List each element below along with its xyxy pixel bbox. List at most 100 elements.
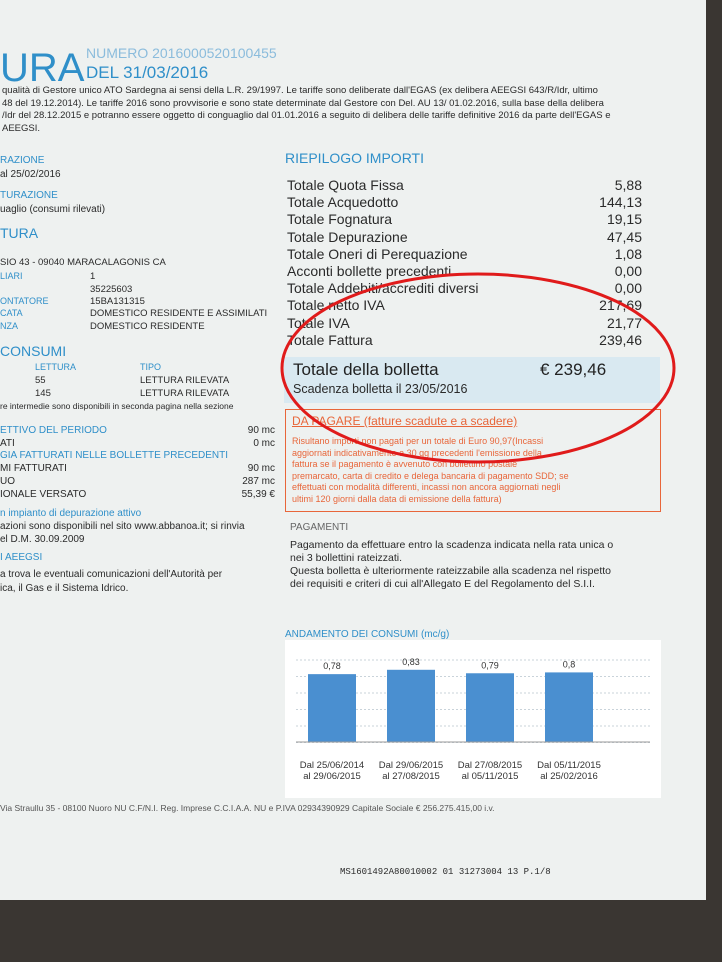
left-text: ATI (0, 438, 15, 449)
summary-amount: 47,45 (606, 228, 642, 245)
left-text: TURAZIONE (0, 190, 58, 201)
left-text: al 25/02/2016 (0, 169, 61, 180)
intro-line: qualità di Gestore unico ATO Sardegna ai… (2, 85, 598, 96)
summary-amount: 144,13 (599, 194, 642, 211)
summary-label: Acconti bollette precedenti (287, 263, 452, 279)
left-text: CONSUMI (0, 343, 67, 359)
summary-amount: 1,08 (614, 245, 642, 262)
intro-line: /Idr del 28.12.2015 e potranno essere og… (2, 110, 611, 121)
bar (387, 669, 435, 742)
summary-label: Totale Quota Fissa (287, 177, 404, 193)
summary-amount: 0,00 (614, 280, 642, 297)
left-text: SIO 43 - 09040 MARACALAGONIS CA (0, 257, 166, 268)
left-text: 145 (35, 388, 51, 399)
left-text: 90 mc (247, 463, 275, 474)
x-tick-label: Dal 27/08/2015 (458, 760, 522, 771)
bar (545, 672, 593, 742)
left-text: azioni sono disponibili nel sito www.abb… (0, 521, 245, 532)
left-text: NZA (0, 321, 18, 331)
payments-line: nei 3 bollettini rateizzati. (290, 552, 403, 564)
left-text: I AEEGSI (0, 552, 43, 563)
intro-line: AEEGSI. (2, 122, 41, 134)
left-text: ica, il Gas e il Sistema Idrico. (0, 583, 129, 594)
left-text: IONALE VERSATO (0, 489, 87, 500)
footer: Via Straullu 35 - 08100 Nuoro NU C.F/N.I… (0, 803, 495, 813)
payments-title: PAGAMENTI (290, 522, 349, 533)
bar (308, 674, 356, 742)
summary-amount: 0,00 (614, 263, 642, 279)
summary-label: Totale Fognatura (287, 211, 393, 228)
summary-label: Totale Depurazione (287, 228, 408, 245)
intro-line: 48 del 19.12.2014). Le tariffe 2016 sono… (2, 97, 604, 109)
bill-number: NUMERO 2016000520100455 (86, 45, 277, 61)
unpaid-line: aggiornati indicativamente a 30 gg prece… (292, 447, 542, 458)
summary-amount: 217,69 (599, 297, 642, 314)
x-tick-label: al 25/02/2016 (540, 771, 598, 782)
left-text: LETTURA (35, 362, 77, 372)
x-tick-label: al 05/11/2015 (462, 771, 519, 782)
left-text: RAZIONE (0, 155, 45, 166)
bar-value-label: 0,83 (402, 657, 420, 667)
summary-amount: 5,88 (614, 177, 642, 193)
left-text: LIARI (0, 271, 23, 281)
left-text: TIPO (140, 362, 162, 372)
left-text: 1 (90, 271, 96, 282)
left-text: UO (0, 476, 15, 487)
left-text: DOMESTICO RESIDENTE E ASSIMILATI (90, 308, 268, 319)
summary-amount: 19,15 (606, 211, 642, 228)
left-text: TURA (0, 225, 39, 241)
bar-value-label: 0,8 (563, 659, 576, 669)
left-text: ONTATORE (0, 296, 49, 306)
x-tick-label: Dal 05/11/2015 (537, 760, 601, 771)
x-tick-label: al 29/06/2015 (303, 771, 361, 782)
left-text: 55 (35, 375, 46, 386)
bill-title: URA (0, 46, 85, 90)
left-text: 35225603 (90, 284, 133, 295)
unpaid-line: premarcato, carta di credito e delega ba… (292, 470, 569, 481)
chart-title: ANDAMENTO DEI CONSUMI (mc/g) (285, 629, 450, 640)
left-text: a trova le eventuali comunicazioni dell'… (0, 569, 223, 580)
left-text: 0 mc (253, 438, 275, 449)
summary-amount: 21,77 (606, 314, 642, 331)
left-text: CATA (0, 308, 23, 318)
left-text: LETTURA RILEVATA (140, 388, 230, 399)
bar (466, 673, 514, 742)
left-text: ETTIVO DEL PERIODO (0, 425, 107, 436)
left-text: 15BA131315 (90, 296, 145, 307)
left-text: 90 mc (247, 425, 275, 436)
doc-code: MS1601492A80010002 01 31273004 13 P.1/8 (340, 867, 551, 877)
summary-title: RIEPILOGO IMPORTI (285, 150, 424, 166)
left-text: LETTURA RILEVATA (140, 375, 230, 386)
summary-label: Totale Fattura (287, 331, 373, 348)
summary-label: Totale Oneri di Perequazione (287, 245, 468, 262)
bar-value-label: 0,79 (481, 660, 499, 670)
payments-line: Pagamento da effettuare entro la scadenz… (290, 539, 614, 551)
bill-date: DEL 31/03/2016 (86, 63, 209, 82)
left-text: 287 mc (242, 476, 275, 487)
payments-line: Questa bolletta è ulteriormente rateizza… (290, 565, 612, 577)
unpaid-line: Risultano importi non pagati per un tota… (292, 436, 544, 446)
summary-amount: 239,46 (599, 331, 642, 348)
bar-value-label: 0,78 (323, 661, 341, 671)
x-tick-label: Dal 29/06/2015 (379, 760, 443, 771)
left-text: GIA FATTURATI NELLE BOLLETTE PRECEDENTI (0, 450, 229, 461)
left-text: MI FATTURATI (0, 463, 67, 474)
x-tick-label: Dal 25/06/2014 (300, 760, 364, 771)
x-tick-label: al 27/08/2015 (382, 771, 440, 782)
left-text: re intermedie sono disponibili in second… (0, 401, 234, 411)
summary-label: Totale Acquedotto (287, 194, 399, 211)
bill-page: URA NUMERO 2016000520100455 DEL 31/03/20… (0, 0, 706, 900)
summary-label: Totale netto IVA (287, 297, 385, 314)
left-text: 55,39 € (241, 489, 275, 500)
left-text: DOMESTICO RESIDENTE (90, 321, 205, 332)
unpaid-line: ultimi 120 giorni dalla data di emission… (292, 494, 502, 504)
summary-label: Totale Addebiti/accrediti diversi (287, 280, 479, 297)
unpaid-line: effettuati con modalità differenti, inca… (292, 482, 561, 493)
payments-line: dei requisiti e criteri di cui all'Alleg… (290, 578, 595, 590)
left-text: uaglio (consumi rilevati) (0, 204, 106, 215)
left-text: n impianto di depurazione attivo (0, 508, 142, 519)
left-text: el D.M. 30.09.2009 (0, 534, 85, 545)
unpaid-line: fattura se il pagamento è avvenuto con b… (292, 459, 518, 470)
